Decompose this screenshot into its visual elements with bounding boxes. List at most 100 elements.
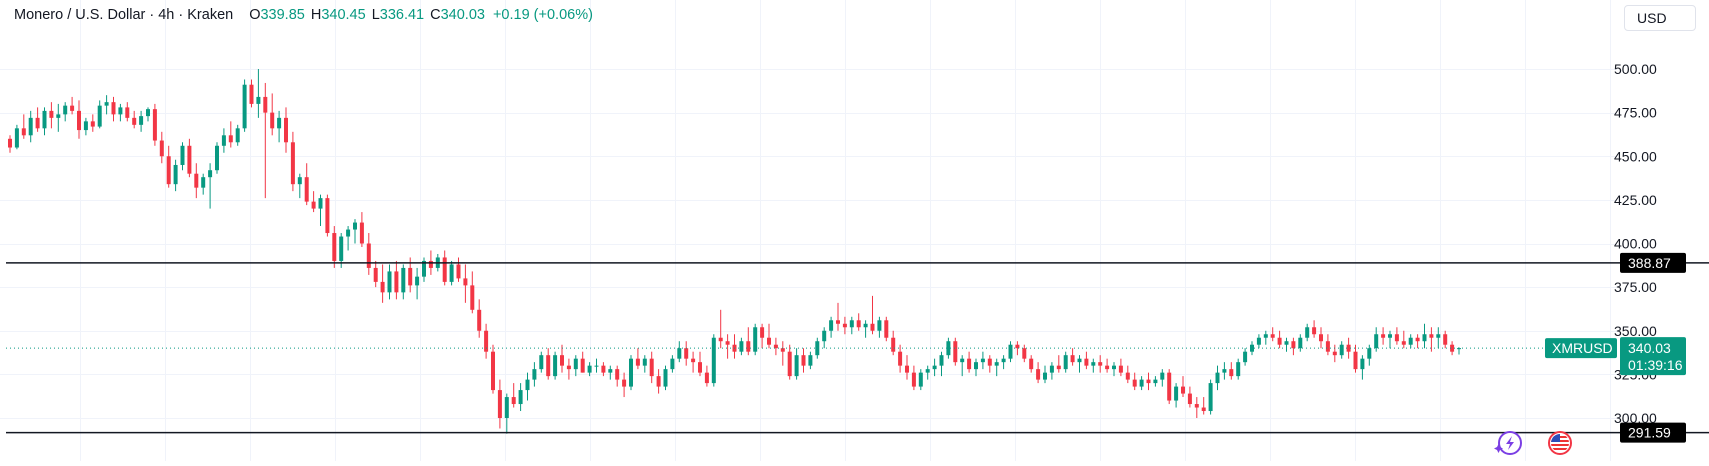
candle-body <box>1091 362 1096 366</box>
y-tick-label: 300.00 <box>1614 410 1657 426</box>
symbol-title[interactable]: Monero / U.S. Dollar · 4h · Kraken <box>14 7 234 23</box>
candle-body <box>980 358 985 363</box>
y-tick-label: 400.00 <box>1614 236 1657 252</box>
candle-body <box>1312 327 1317 335</box>
candle-body <box>663 369 668 387</box>
candle-body <box>1132 379 1137 387</box>
candle-body <box>166 156 171 185</box>
candle-body <box>642 358 647 366</box>
candle-body <box>711 337 716 384</box>
candle-body <box>359 222 364 244</box>
candle-body <box>311 201 316 209</box>
candle-body <box>449 264 454 282</box>
y-tick-label: 500.00 <box>1614 61 1657 77</box>
lightning-icon[interactable] <box>1494 431 1522 455</box>
candle-body <box>670 358 675 370</box>
grid <box>0 0 1617 461</box>
candle-body <box>504 397 509 418</box>
candle-body <box>815 341 820 356</box>
candle-body <box>822 330 827 342</box>
candle-body <box>70 105 75 111</box>
candle-body <box>1381 334 1386 338</box>
candle-body <box>401 267 406 293</box>
candle-body <box>325 198 330 234</box>
candle-body <box>173 164 178 185</box>
candle-body <box>228 135 233 143</box>
high-value: 340.45 <box>321 7 366 23</box>
candle-body <box>704 372 709 384</box>
candle-body <box>649 358 654 377</box>
candle-body <box>691 358 696 363</box>
candle-body <box>1443 334 1448 345</box>
candle-body <box>1401 341 1406 345</box>
candle-body <box>801 355 806 366</box>
candle-body <box>408 267 413 286</box>
candle-body <box>318 198 323 209</box>
candle-body <box>767 337 771 345</box>
candle-body <box>1270 334 1275 338</box>
candle-body <box>698 362 702 373</box>
candle-body <box>511 397 516 405</box>
candle-body <box>863 323 868 328</box>
candle-body <box>587 365 592 373</box>
candle-body <box>1319 334 1323 342</box>
candle-body <box>491 351 495 391</box>
candle-body <box>215 145 219 171</box>
candle-body <box>297 177 302 185</box>
candle-body <box>739 341 744 352</box>
close-value: 340.03 <box>440 7 485 23</box>
bottom-icons[interactable] <box>1494 431 1572 455</box>
y-tick-label: 425.00 <box>1614 192 1657 208</box>
candle-body <box>553 355 558 377</box>
candle-body <box>1146 379 1151 384</box>
currency-button[interactable]: USD <box>1624 5 1696 31</box>
candle-body <box>1187 393 1192 405</box>
candle-body <box>1043 372 1047 380</box>
candle-body <box>1243 351 1248 363</box>
candle-body <box>104 102 109 106</box>
candle-body <box>221 135 226 146</box>
candle-body <box>1429 334 1434 338</box>
us-flag-icon[interactable] <box>1548 431 1572 455</box>
candle-body <box>139 116 144 125</box>
candle-body <box>1029 358 1034 370</box>
candle-body <box>1346 344 1351 352</box>
candle-body <box>8 138 12 148</box>
candle-body <box>1415 337 1420 342</box>
candle-body <box>1332 351 1337 356</box>
candle-body <box>1098 362 1103 366</box>
low-label: L <box>371 7 380 23</box>
candle-body <box>773 344 778 349</box>
candle-body <box>484 330 489 352</box>
candle-body <box>953 341 958 363</box>
last-price-label: 340.03 <box>1628 340 1671 356</box>
candle-body <box>1422 334 1427 342</box>
ticker-label: XMRUSD <box>1552 340 1613 356</box>
candle-body <box>90 121 95 127</box>
candle-body <box>884 320 889 338</box>
candle-body <box>635 358 640 366</box>
candle-body <box>380 281 385 293</box>
candle-body <box>1360 358 1365 370</box>
candle-body <box>1394 334 1399 342</box>
horizontal-lines[interactable] <box>6 262 1709 434</box>
open-label: O <box>249 7 261 23</box>
candle-body <box>497 390 502 418</box>
candle-body <box>1125 372 1130 380</box>
y-tick-label: 375.00 <box>1614 279 1657 295</box>
candle-body <box>1291 341 1296 349</box>
candle-body <box>1388 334 1392 338</box>
candle-body <box>1250 344 1254 352</box>
open-value: 339.85 <box>260 7 305 23</box>
candle-body <box>608 369 613 373</box>
candle-body <box>939 355 944 366</box>
candle-body <box>201 177 206 188</box>
candle-body <box>111 102 116 115</box>
candle-body <box>353 222 357 230</box>
candle-body <box>1015 344 1020 349</box>
candle-body <box>601 365 606 373</box>
candle-body <box>125 107 130 118</box>
candle-body <box>1263 334 1268 338</box>
